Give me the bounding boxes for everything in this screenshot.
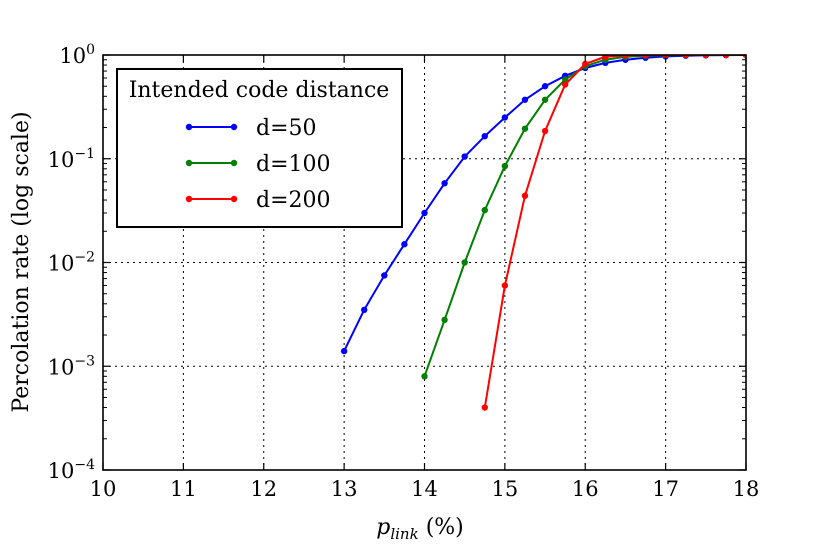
y-tick-label: 10−2 [48, 250, 95, 276]
data-point-d-50 [501, 114, 509, 121]
legend-title: Intended code distance [129, 78, 390, 103]
grid-lines [103, 55, 746, 470]
data-point-d-50 [481, 132, 488, 140]
x-tick-label: 10 [90, 477, 117, 501]
data-point-d-50 [401, 241, 408, 248]
data-point-d-50 [521, 96, 529, 103]
data-point-d-100 [461, 259, 468, 266]
legend-label-d-50: d=50 [256, 116, 317, 141]
data-point-d-100 [481, 206, 488, 214]
data-point-d-50 [340, 347, 348, 355]
x-axis-label-main: p [376, 515, 390, 540]
data-point-d-50 [361, 306, 368, 314]
legend-swatch-marker-d-200 [230, 195, 238, 203]
legend-label-d-100: d=100 [256, 152, 331, 177]
data-point-d-50 [421, 209, 428, 217]
data-point-d-100 [501, 162, 509, 170]
data-point-d-50 [441, 180, 448, 187]
series-line-d-200 [483, 55, 746, 408]
legend: Intended code distance d=50 d=100 d=200 [116, 68, 403, 228]
x-tick-label: 11 [170, 477, 197, 501]
y-tick-label: 10−1 [48, 146, 95, 172]
legend-entries: d=50 d=100 d=200 [185, 116, 331, 213]
y-tick-label: 10−4 [48, 457, 95, 483]
x-axis-label-unit: (%) [426, 515, 464, 540]
x-tick-label: 16 [572, 477, 599, 501]
legend-swatch-marker-d-50 [230, 123, 238, 131]
data-point-d-200 [561, 81, 569, 88]
legend-label-d-200: d=200 [256, 188, 331, 213]
x-tick-label: 15 [492, 477, 519, 501]
x-tick-label: 14 [411, 477, 438, 501]
x-tick-label: 17 [652, 477, 679, 501]
data-point-d-50 [461, 153, 468, 160]
data-point-d-100 [541, 96, 549, 103]
y-axis-label: Percolation rate (log scale) [9, 111, 34, 412]
legend-swatch-marker-d-50 [185, 123, 193, 131]
data-point-d-100 [561, 76, 569, 83]
data-point-d-200 [501, 282, 509, 289]
legend-swatch-marker-d-200 [185, 195, 193, 203]
y-tick-label: 10−3 [48, 353, 95, 379]
x-tick-label: 13 [331, 477, 358, 501]
data-point-d-50 [381, 272, 388, 279]
axis-ticks: 10 11 12 13 14 15 16 17 18 10−4 10−3 10−2 10−1 100 [48, 42, 760, 501]
x-axis-label: plink (%) [376, 515, 464, 543]
data-point-d-200 [642, 55, 649, 59]
data-point-d-50 [541, 83, 549, 90]
data-point-d-100 [421, 373, 428, 380]
data-point-d-100 [521, 125, 529, 132]
y-tick-label: 100 [59, 42, 95, 68]
legend-box [116, 68, 403, 228]
data-point-d-200 [541, 127, 549, 135]
x-axis-label-subscript: link [390, 525, 418, 543]
legend-swatch-marker-d-100 [230, 159, 238, 167]
legend-swatch-marker-d-100 [185, 159, 193, 167]
data-point-d-200 [521, 192, 529, 199]
data-point-d-200 [602, 55, 609, 61]
data-point-d-200 [582, 60, 589, 68]
data-point-d-200 [622, 55, 629, 59]
data-point-d-200 [481, 404, 488, 411]
data-point-d-100 [441, 316, 448, 324]
x-tick-label: 18 [733, 477, 760, 501]
x-tick-label: 12 [250, 477, 277, 501]
